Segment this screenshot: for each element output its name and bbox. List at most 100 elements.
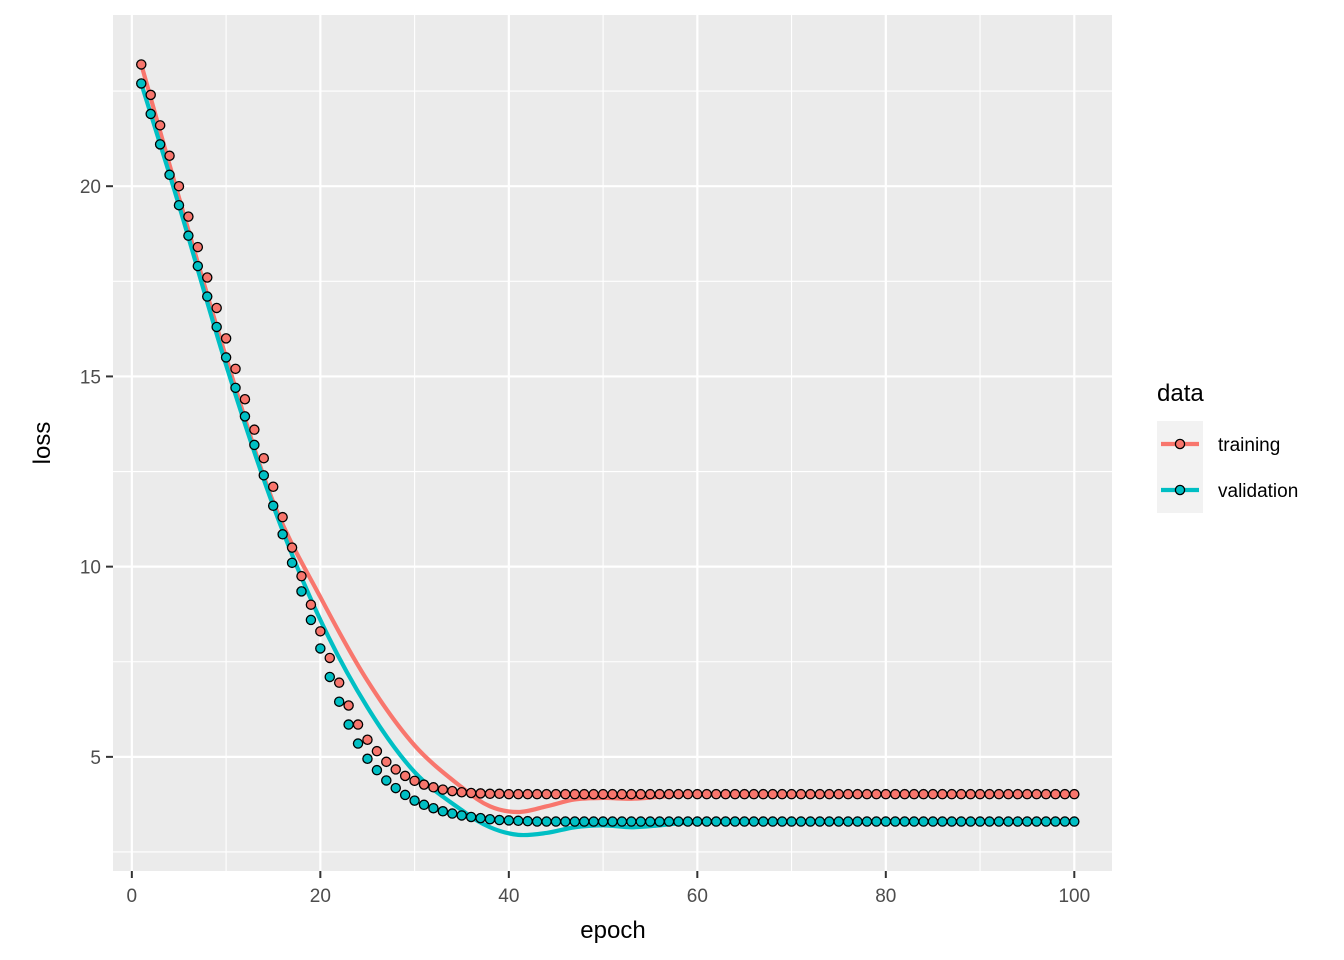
validation-point	[428, 802, 439, 814]
validation-point	[918, 816, 929, 827]
training-point	[616, 788, 628, 800]
validation-point	[833, 816, 844, 827]
training-point	[955, 788, 967, 800]
validation-point	[1003, 816, 1014, 827]
validation-point	[1069, 816, 1080, 827]
validation-point	[1059, 816, 1071, 827]
training-point	[1031, 788, 1042, 800]
training-point	[1021, 788, 1033, 800]
validation-point	[588, 816, 599, 827]
validation-point	[333, 696, 345, 707]
x-tick-label: 80	[875, 886, 896, 907]
training-point	[729, 788, 741, 800]
validation-point	[937, 816, 948, 827]
training-point	[550, 788, 562, 800]
training-point	[399, 770, 411, 782]
training-point	[588, 788, 599, 800]
training-point	[1050, 788, 1061, 800]
training-point	[871, 788, 882, 800]
validation-point	[663, 816, 675, 827]
validation-point	[861, 816, 873, 827]
validation-point	[720, 816, 731, 827]
training-point	[1003, 788, 1014, 800]
validation-point	[1031, 816, 1042, 827]
training-point	[758, 788, 769, 800]
training-point	[1012, 788, 1024, 800]
training-point	[324, 652, 336, 664]
legend-label-validation: validation	[1218, 481, 1298, 502]
validation-point	[635, 816, 647, 827]
training-point	[249, 424, 260, 435]
training-point	[795, 788, 807, 800]
validation-point	[786, 816, 797, 827]
validation-point	[418, 799, 430, 811]
x-tick-label: 20	[310, 886, 331, 907]
training-point	[333, 677, 345, 688]
training-point	[918, 788, 929, 800]
validation-point	[409, 795, 420, 806]
training-point	[343, 700, 354, 711]
validation-point	[258, 470, 270, 481]
training-point	[286, 542, 298, 553]
training-point	[164, 150, 175, 162]
validation-point	[946, 816, 958, 827]
legend-key-marks	[1161, 438, 1199, 496]
training-point	[965, 788, 976, 800]
validation-point	[908, 816, 920, 827]
validation-point	[654, 816, 665, 827]
validation-point	[315, 643, 326, 654]
training-point	[296, 570, 307, 582]
validation-point	[211, 321, 222, 333]
training-point	[305, 599, 317, 610]
validation-point	[1040, 816, 1052, 827]
validation-point	[230, 382, 241, 394]
x-tick-label: 60	[687, 886, 708, 907]
validation-point	[1021, 816, 1033, 827]
validation-point	[154, 139, 166, 150]
training-point	[569, 788, 581, 800]
training-point	[786, 788, 797, 800]
training-point	[437, 784, 449, 795]
validation-point	[814, 816, 826, 827]
training-point	[720, 788, 731, 800]
validation-point	[852, 816, 863, 827]
validation-point	[201, 291, 213, 302]
validation-point	[795, 816, 807, 827]
training-point	[1069, 788, 1080, 800]
training-point	[861, 788, 873, 800]
validation-point	[871, 816, 882, 827]
training-point	[173, 180, 185, 192]
training-point	[908, 788, 920, 800]
validation-point	[955, 816, 967, 827]
x-tick-label: 100	[1058, 886, 1090, 907]
validation-point	[569, 816, 581, 827]
validation-point	[277, 529, 288, 540]
validation-point	[324, 671, 336, 683]
training-point	[805, 788, 816, 800]
validation-point	[644, 816, 656, 827]
training-point	[635, 788, 647, 800]
training-point	[381, 756, 392, 768]
validation-point	[494, 814, 505, 826]
validation-point	[842, 816, 854, 827]
validation-point	[560, 816, 571, 827]
training-point	[484, 788, 496, 800]
training-point	[701, 788, 712, 800]
validation-point	[1050, 816, 1061, 827]
training-point	[626, 788, 637, 800]
training-point	[183, 211, 194, 222]
training-point	[503, 788, 515, 800]
training-point	[513, 788, 524, 800]
validation-point	[739, 816, 750, 827]
training-point	[597, 788, 609, 800]
validation-point	[616, 816, 628, 827]
training-point	[258, 452, 270, 464]
panel-background	[113, 15, 1112, 871]
y-axis-title: loss	[29, 422, 56, 465]
training-point	[673, 788, 684, 800]
training-point	[880, 788, 892, 800]
validation-point	[183, 230, 194, 241]
validation-point	[371, 764, 383, 776]
training-point	[748, 788, 760, 800]
validation-point	[824, 816, 835, 827]
